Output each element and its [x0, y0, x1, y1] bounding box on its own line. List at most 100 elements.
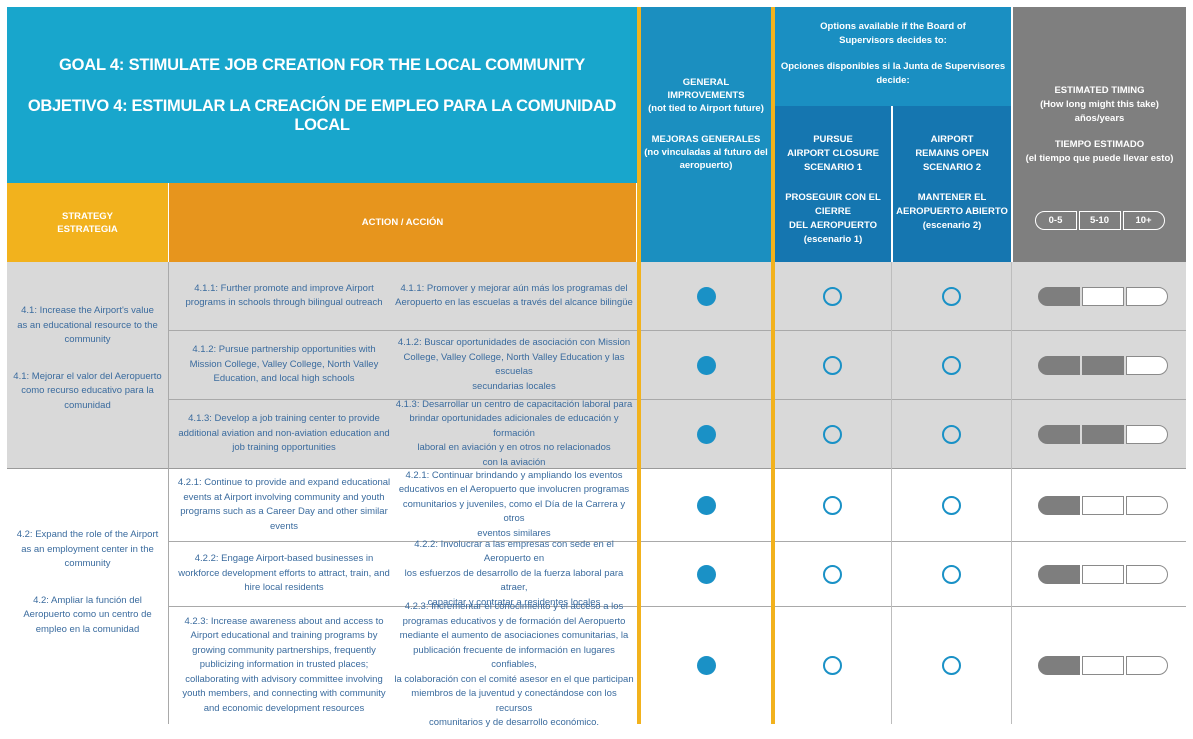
- action-en-line: Airport educational and training program…: [190, 630, 378, 642]
- strategy-text: empleo en la comunidad: [35, 623, 140, 635]
- action-en-line: 4.1.1: Further promote and improve Airpo…: [194, 282, 374, 294]
- timing-segment: [1126, 355, 1168, 375]
- strategy-4-2: 4.2: Expand the role of the Airport as a…: [7, 528, 168, 637]
- scenario1-label-5: DEL AEROPUERTO: [789, 220, 877, 231]
- gold-separator-left: [637, 7, 641, 724]
- timing-segment: [1038, 656, 1080, 675]
- action-en-line: 4.2.2: Engage Airport-based businesses i…: [194, 553, 374, 565]
- action-en-line: programs in schools through bilingual ou…: [185, 297, 383, 308]
- goal-title-en: GOAL 4: STIMULATE JOB CREATION FOR THE L…: [58, 55, 586, 74]
- row-divider: [169, 541, 1186, 542]
- action-es-line: con la aviación: [482, 456, 546, 468]
- scenario2-header: AIRPORT REMAINS OPEN SCENARIO 2 MANTENER…: [893, 106, 1011, 262]
- column-divider: [168, 262, 169, 724]
- timing-segment: [1126, 286, 1168, 306]
- timing-indicator: [1038, 495, 1168, 515]
- timing-segment: [1082, 495, 1124, 515]
- action-en-line: Education, and local high schools: [213, 373, 355, 385]
- strategy-text: comunidad: [64, 399, 111, 411]
- general-improvement-indicator: [697, 495, 716, 515]
- timing-segment: [1082, 355, 1124, 375]
- goal-title-panel: GOAL 4: STIMULATE JOB CREATION FOR THE L…: [7, 7, 637, 183]
- action-es-line: 4.2.3: Incrementar el conocimiento y el …: [404, 601, 624, 613]
- general-label-1: GENERAL: [682, 77, 730, 88]
- strategy-text: as an educational resource to the: [17, 319, 158, 331]
- strategy-text: as an employment center in the: [21, 543, 154, 555]
- action-en-line: events at Airport involving community an…: [183, 491, 385, 503]
- general-improvement-indicator: [697, 656, 716, 675]
- strategy-header: STRATEGY ESTRATEGIA: [7, 183, 168, 262]
- strategy-4-1: 4.1: Increase the Airport's value as an …: [7, 304, 168, 413]
- scenario2-indicator: [942, 495, 961, 515]
- timing-segment: [1082, 564, 1124, 584]
- options-label-2: Supervisors decides to:: [839, 35, 947, 46]
- general-label-6: aeropuerto): [679, 160, 733, 171]
- timing-indicator: [1038, 424, 1168, 444]
- scenario2-indicator: [942, 564, 961, 584]
- strategy-text: 4.1: Increase the Airport's value: [21, 305, 154, 316]
- action-en-line: 4.1.2: Pursue partnership opportunities …: [192, 344, 376, 356]
- action-es-line: 4.2.1: Continuar brindando y ampliando l…: [405, 469, 623, 481]
- general-label-2: IMPROVEMENTS: [667, 90, 745, 101]
- scenario1-label-6: (escenario 1): [803, 234, 863, 245]
- options-label-1: Options available if the Board of: [820, 21, 966, 32]
- timing-range-0-5: 0-5: [1034, 211, 1077, 230]
- action-text-en: 4.1.3: Develop a job training center to …: [169, 400, 399, 468]
- action-es-line: 4.1.2: Buscar oportunidades de asociació…: [397, 337, 631, 348]
- action-en-line: 4.1.3: Develop a job training center to …: [188, 413, 380, 425]
- timing-segment: [1126, 564, 1168, 584]
- action-header: ACTION / ACCIÓN: [169, 183, 636, 262]
- scenario1-label-1: PURSUE: [813, 134, 853, 145]
- action-text-en: 4.1.1: Further promote and improve Airpo…: [169, 262, 399, 330]
- action-en-line: youth members, and connecting with commu…: [182, 688, 386, 700]
- timing-segment: [1038, 564, 1080, 584]
- timing-segment: [1126, 424, 1168, 444]
- action-header-label: ACTION / ACCIÓN: [361, 217, 444, 228]
- timing-label-2: (How long might this take): [1040, 99, 1159, 110]
- timing-segment: [1038, 495, 1080, 515]
- action-en-line: workforce development efforts to attract…: [178, 567, 390, 579]
- strategy-text: community: [64, 334, 111, 345]
- table-row: 4.1.2: Pursue partnership opportunities …: [169, 331, 1186, 399]
- action-es-line: mediante el aumento de asociaciones comu…: [399, 630, 629, 642]
- options-header: Options available if the Board of Superv…: [775, 7, 1011, 106]
- action-text-en: 4.2.3: Increase awareness about and acce…: [169, 607, 399, 724]
- general-improvement-indicator: [697, 564, 716, 584]
- timing-label-4: TIEMPO ESTIMADO: [1054, 139, 1145, 150]
- action-es-line: miembros de la juventud y conectándose c…: [411, 688, 617, 714]
- column-divider: [1011, 262, 1012, 724]
- action-en-line: publicizing information in trusted place…: [199, 659, 369, 671]
- scenario1-indicator: [823, 424, 842, 444]
- scenario2-label-1: AIRPORT: [930, 134, 974, 145]
- action-en-line: programs such as a Career Day and other …: [180, 506, 388, 517]
- action-es-line: 4.1.3: Desarrollar un centro de capacita…: [395, 398, 633, 410]
- table-row: 4.1.1: Further promote and improve Airpo…: [169, 262, 1186, 330]
- timing-indicator: [1038, 656, 1168, 675]
- timing-indicator: [1038, 355, 1168, 375]
- action-es-line: College, Valley College, North Valley Ed…: [403, 351, 625, 378]
- action-en-line: 4.2.1: Continue to provide and expand ed…: [177, 477, 391, 488]
- action-es-line: secundarias locales: [472, 380, 556, 392]
- action-en-line: events: [270, 520, 298, 532]
- action-text-es: 4.2.2: Involucrar a las empresas con sed…: [392, 539, 636, 608]
- action-en-line: 4.2.3: Increase awareness about and acce…: [184, 615, 384, 627]
- timing-segment: [1082, 424, 1124, 444]
- action-es-line: brindar oportunidades adicionales de edu…: [409, 413, 619, 439]
- action-es-line: programas educativos y de formación del …: [402, 615, 626, 627]
- action-text-es: 4.2.1: Continuar brindando y ampliando l…: [392, 469, 636, 541]
- action-es-line: 4.1.1: Promover y mejorar aún más los pr…: [400, 282, 628, 294]
- scenario1-indicator: [823, 286, 842, 306]
- action-en-line: Mission College, Valley College, North V…: [189, 358, 379, 370]
- scenario2-indicator: [942, 424, 961, 444]
- timing-segment: [1038, 286, 1080, 306]
- scenario1-indicator: [823, 495, 842, 515]
- timing-segment: [1038, 424, 1080, 444]
- general-label-3: (not tied to Airport future): [648, 103, 764, 114]
- strategy-4-1-band: [7, 262, 1186, 468]
- timing-label-3: años/years: [1074, 113, 1125, 124]
- timing-indicator: [1038, 286, 1168, 306]
- action-en-line: hire local residents: [244, 582, 324, 594]
- scenario1-indicator: [823, 355, 842, 375]
- strategy-header-es: ESTRATEGIA: [57, 223, 118, 235]
- action-text-en: 4.2.1: Continue to provide and expand ed…: [169, 469, 399, 541]
